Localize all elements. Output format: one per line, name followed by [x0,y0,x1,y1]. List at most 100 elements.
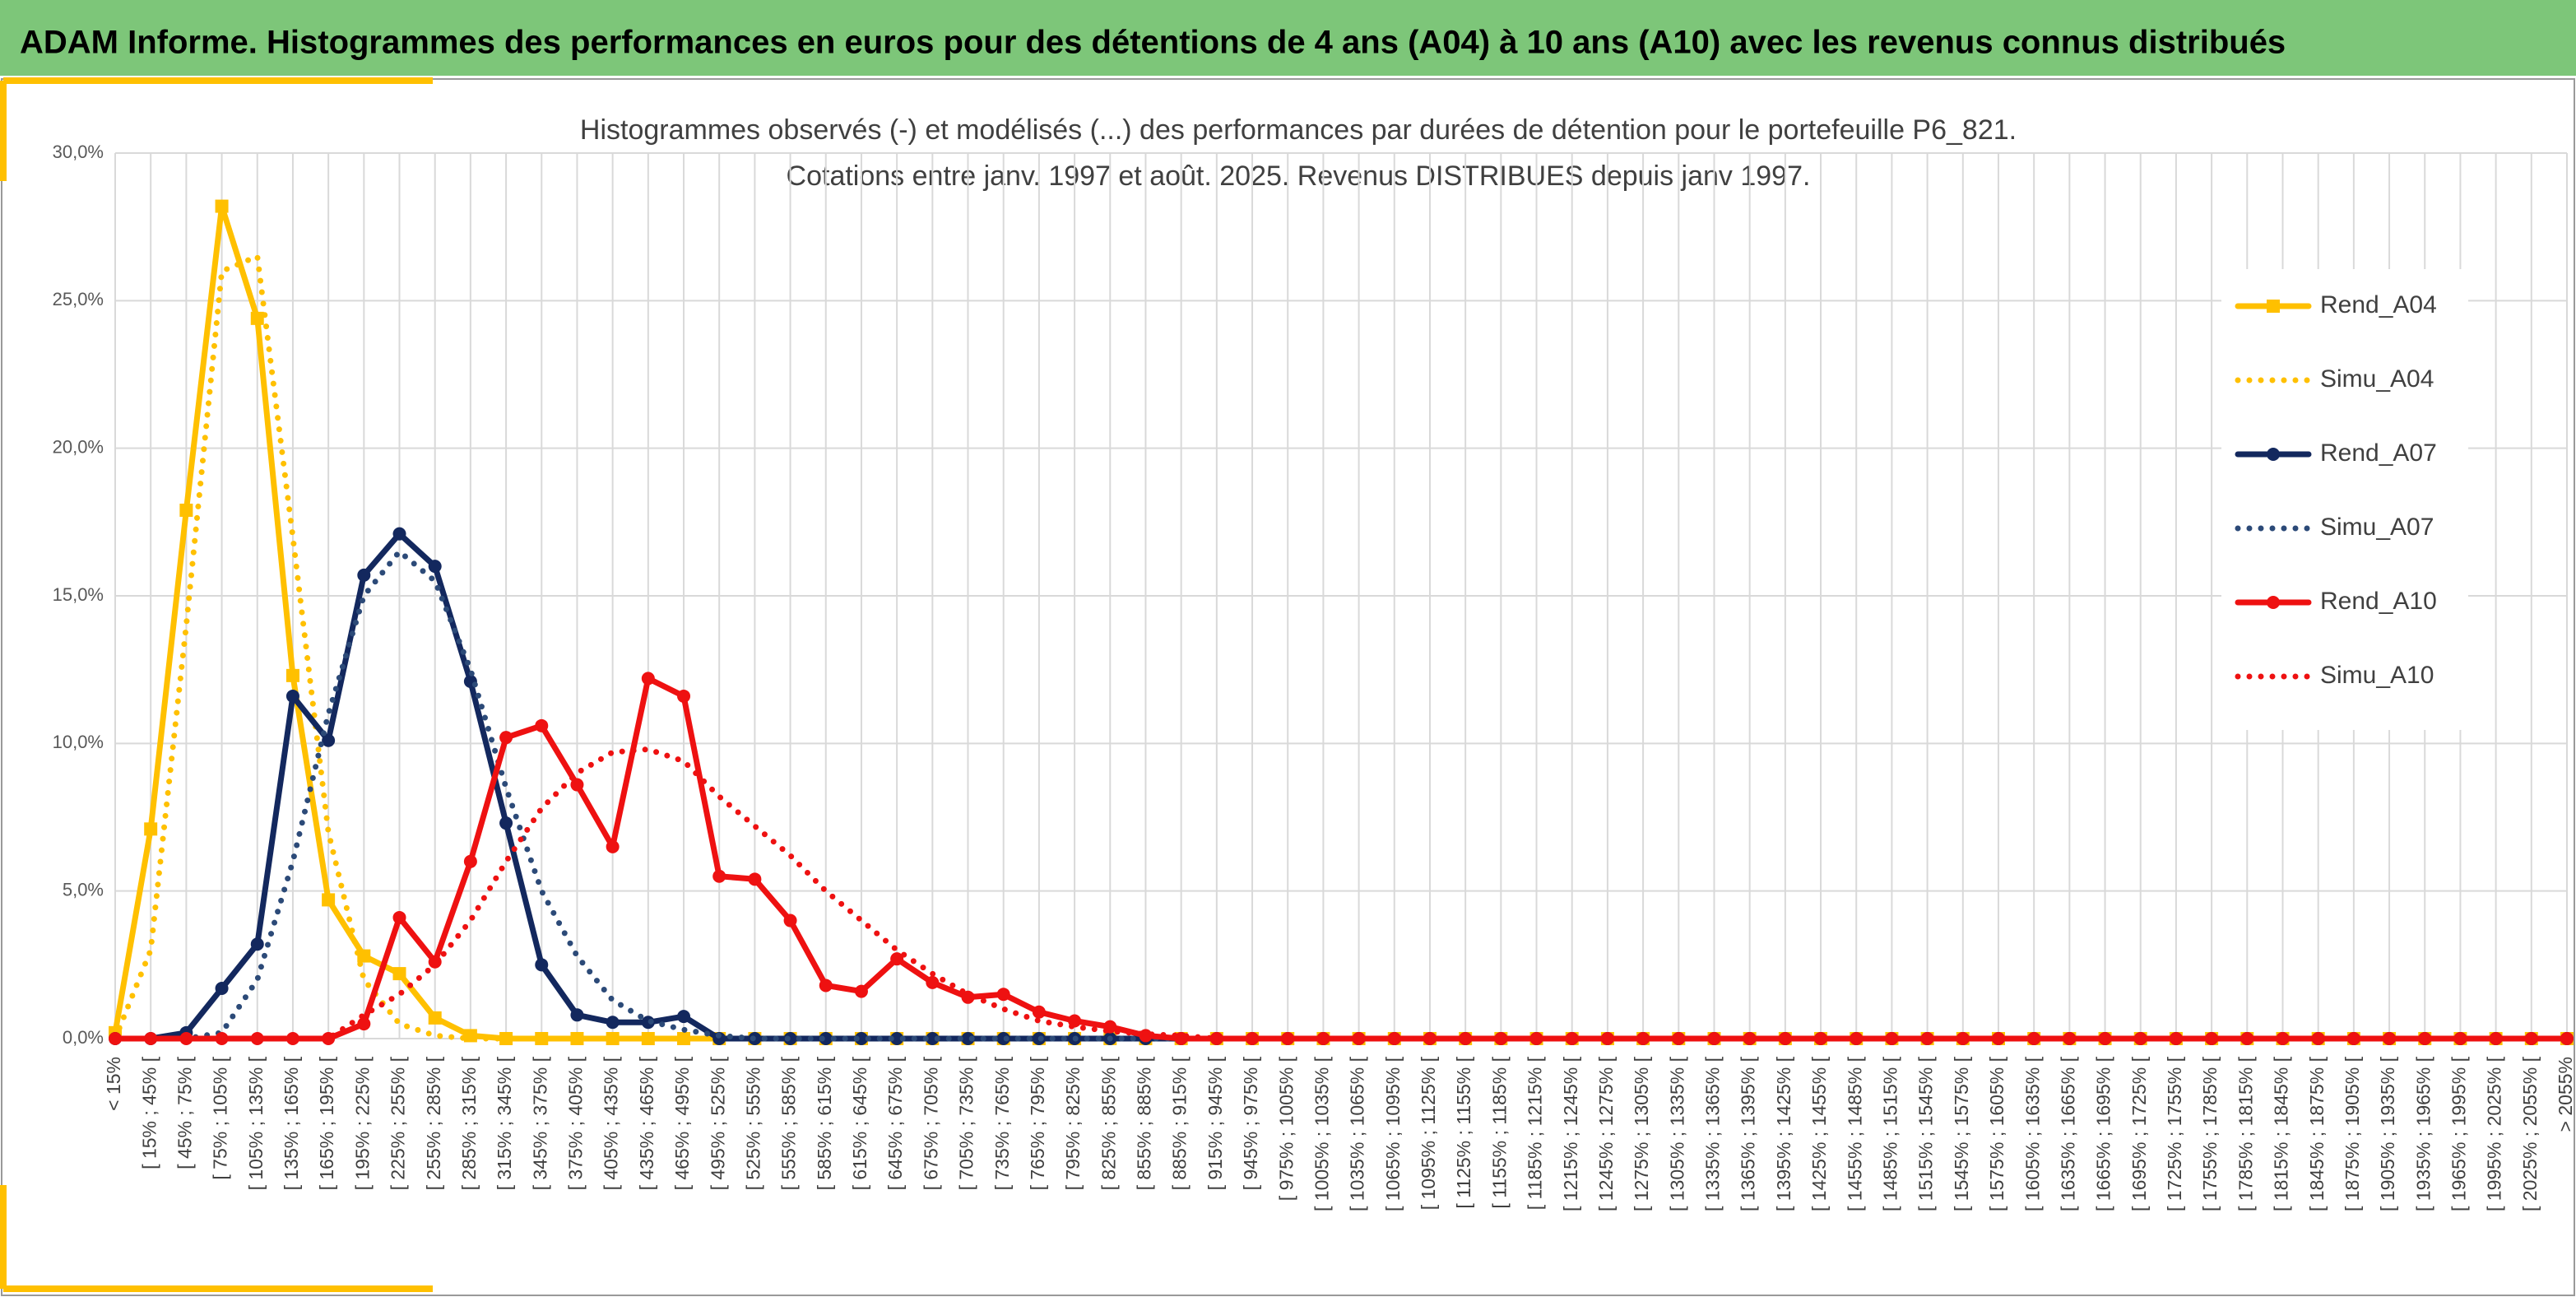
marker [854,1032,868,1045]
x-tick-label: [ 1935% ; 1965% [ [2412,1056,2434,1211]
series-line [112,531,2570,1042]
x-tick-label: [ 885% ; 915% [ [1169,1056,1191,1190]
corner-accent [0,77,433,1292]
chart-title: Histogrammes observés (-) et modélisés (… [580,114,2017,146]
x-tick-label: [ 1755% ; 1785% [ [2199,1056,2221,1211]
marker [357,1017,371,1031]
x-tick-label: [ 615% ; 645% [ [849,1056,870,1190]
marker [996,988,1010,1002]
marker [677,1010,691,1024]
marker [641,672,655,686]
marker [606,1016,620,1030]
marker [819,1032,833,1045]
marker [1600,1032,1614,1045]
x-tick-label: [ 855% ; 885% [ [1134,1056,1155,1190]
marker [1494,1032,1508,1045]
x-tick-label: [ 735% ; 765% [ [991,1056,1013,1190]
marker [357,568,371,582]
marker [2027,1032,2041,1045]
series-line [112,675,2570,1042]
x-tick-label: [ 405% ; 435% [ [601,1056,622,1190]
marker [357,949,371,963]
y-tick-label: 30,0% [53,142,104,162]
legend-label: Simu_A07 [2320,514,2434,541]
x-tick-label: [ 1965% ; 1995% [ [2448,1056,2470,1211]
x-tick-label: [ 1995% ; 2025% [ [2484,1056,2505,1211]
x-tick-label: [ 825% ; 855% [ [1098,1056,1119,1190]
series-line [112,746,2570,1042]
marker [1672,1032,1686,1045]
marker [215,199,229,213]
series-line [112,253,2570,1042]
marker [570,778,584,792]
y-tick-label: 25,0% [53,289,104,309]
header-title: ADAM Informe. Histogrammes des performan… [20,25,2286,61]
marker [1956,1032,1970,1045]
marker [1920,1032,1934,1045]
marker [1885,1032,1899,1045]
marker [1209,1032,1223,1045]
marker [428,560,442,574]
marker [890,952,904,966]
x-tick-label: [ 1125% ; 1155% [ [1453,1056,1474,1208]
y-tick-label: 10,0% [53,732,104,752]
x-tick-label: [ 1725% ; 1755% [ [2164,1056,2185,1211]
marker [2489,1032,2503,1045]
marker [854,984,868,998]
x-tick-label: [ 1335% ; 1365% [ [1702,1056,1724,1211]
x-tick-label: [ 1845% ; 1875% [ [2306,1056,2328,1211]
marker [285,1032,299,1045]
marker [783,913,797,927]
x-tick-label: [ 1425% ; 1455% [ [1808,1056,1830,1211]
x-tick-label: [ 1455% ; 1485% [ [1844,1056,1865,1211]
x-tick-label: [ 945% ; 975% [ [1240,1056,1261,1190]
x-tick-label: [ 1875% ; 1905% [ [2342,1056,2363,1211]
marker [712,869,726,883]
x-tick-label: [ 975% ; 1005% [ [1275,1056,1297,1201]
x-tick-label: [ 705% ; 735% [ [956,1056,977,1190]
marker [535,718,549,732]
x-tick-label: [ 915% ; 945% [ [1204,1056,1226,1190]
x-tick-label: [ 2025% ; 2055% [ [2519,1056,2541,1211]
marker [2346,1032,2360,1045]
x-tick-label: [ 585% ; 615% [ [814,1056,835,1190]
marker [535,958,549,972]
marker [285,689,299,703]
x-tick-label: [ 1665% ; 1695% [ [2093,1056,2114,1211]
marker [144,822,158,836]
marker [606,839,620,853]
y-tick-label: 0,0% [63,1027,104,1048]
marker [570,1008,584,1022]
x-tick-label: [ 1035% ; 1065% [ [1347,1056,1368,1211]
marker [392,967,406,981]
legend-marker [2267,300,2280,313]
y-tick-label: 20,0% [53,436,104,457]
x-tick-label: [ 1515% ; 1545% [ [1915,1056,1937,1211]
x-tick-label: [ 1215% ; 1245% [ [1560,1056,1581,1211]
header-bar [0,0,2576,76]
x-tick-label: < 15% [103,1057,124,1111]
x-tick-label: [ 1635% ; 1665% [ [2057,1056,2078,1211]
marker [250,937,264,951]
x-tick-label: [ 675% ; 705% [ [920,1056,941,1190]
x-tick-label: [ 435% ; 465% [ [636,1056,657,1190]
marker [499,1032,513,1045]
marker [322,893,336,907]
marker [1636,1032,1650,1045]
y-tick-label: 5,0% [63,879,104,900]
x-tick-label: [ 1905% ; 1935% [ [2377,1056,2398,1211]
marker [285,668,299,682]
marker [819,979,833,993]
marker [428,1011,442,1025]
marker [1529,1032,1543,1045]
marker [215,1032,229,1045]
x-tick-label: > 2055% [2555,1057,2576,1132]
marker [463,854,477,868]
x-tick-label: [ 1575% ; 1605% [ [1986,1056,2007,1211]
x-tick-label: [ 1185% ; 1215% [ [1525,1056,1546,1210]
marker [2453,1032,2467,1045]
legend-box [2221,269,2468,730]
x-tick-label: [ 1245% ; 1275% [ [1595,1056,1617,1211]
legend-label: Rend_A10 [2320,588,2437,615]
